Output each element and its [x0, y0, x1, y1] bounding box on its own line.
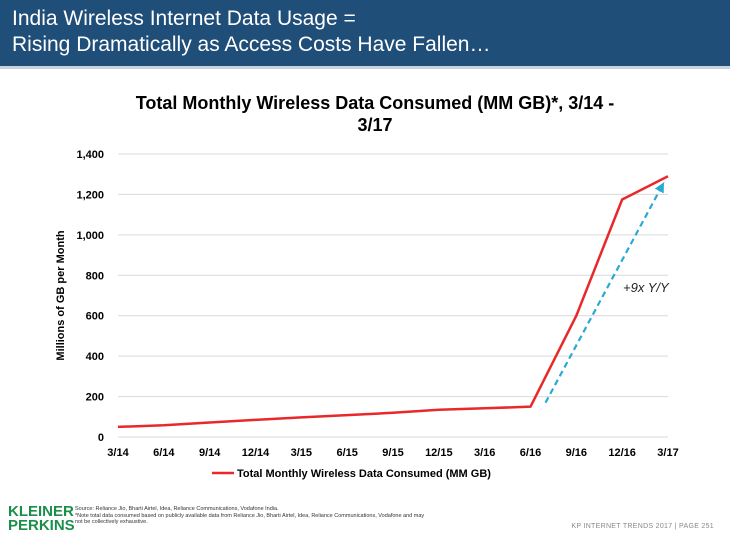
x-tick-label: 12/16: [608, 447, 636, 459]
chart-title-line1: Total Monthly Wireless Data Consumed (MM…: [135, 93, 615, 113]
source-line1: Source: Reliance Jio, Bharti Airtel, Ide…: [75, 506, 279, 512]
x-tick-label: 12/14: [242, 447, 270, 459]
x-tick-label: 3/17: [657, 447, 678, 459]
x-tick-label: 6/14: [153, 447, 175, 459]
annotation-arrow-head: [654, 182, 664, 194]
y-tick-label: 600: [86, 311, 104, 323]
y-tick-label: 0: [98, 432, 104, 444]
source-note: Source: Reliance Jio, Bharti Airtel, Ide…: [75, 506, 535, 526]
series-line: [117, 175, 669, 429]
logo-line1: KLEINER: [8, 503, 74, 520]
x-tick-label: 9/14: [199, 447, 221, 459]
legend-label: Total Monthly Wireless Data Consumed (MM…: [237, 468, 491, 480]
x-tick-label: 6/16: [520, 447, 541, 459]
y-tick-label: 1,200: [76, 189, 104, 201]
header-bar: India Wireless Internet Data Usage = Ris…: [0, 0, 730, 66]
y-tick-label: 400: [86, 351, 104, 363]
x-tick-label: 6/15: [336, 447, 357, 459]
source-line2: *Note total data consumed based on publi…: [75, 512, 425, 519]
chart-title-line2: 3/17: [357, 115, 393, 135]
line-chart: 0 200 400 600 800 1,000 1,200 1,400 3/14 6/14 9/14…: [55, 149, 679, 480]
header-divider: [0, 66, 730, 69]
y-tick-label: 200: [86, 392, 104, 404]
y-tick-label: 800: [86, 270, 104, 282]
annotation-arrow-line: [544, 181, 665, 404]
kleiner-perkins-logo: KLEINER PERKINS: [8, 503, 75, 534]
x-tick-label: 9/16: [566, 447, 587, 459]
chart-title: Total Monthly Wireless Data Consumed (MM…: [95, 92, 655, 136]
y-tick-label: 1,400: [76, 149, 104, 161]
source-line3: not be collectively exhaustive.: [75, 519, 148, 525]
x-tick-label: 3/15: [291, 447, 312, 459]
y-axis-label: Millions of GB per Month: [55, 230, 67, 360]
x-tick-label: 3/16: [474, 447, 495, 459]
page-label: KP INTERNET TRENDS 2017 | PAGE 251: [571, 523, 714, 530]
x-tick-label: 12/15: [425, 447, 453, 459]
logo-line2: PERKINS: [8, 517, 75, 534]
y-tick-label: 1,000: [76, 230, 104, 242]
header-title-line1: India Wireless Internet Data Usage =: [12, 7, 356, 30]
header-title: India Wireless Internet Data Usage = Ris…: [12, 6, 491, 58]
annotation-label: +9x Y/Y: [623, 280, 670, 295]
x-tick-label: 9/15: [382, 447, 403, 459]
x-tick-label: 3/14: [107, 447, 129, 459]
header-title-line2: Rising Dramatically as Access Costs Have…: [12, 33, 491, 56]
